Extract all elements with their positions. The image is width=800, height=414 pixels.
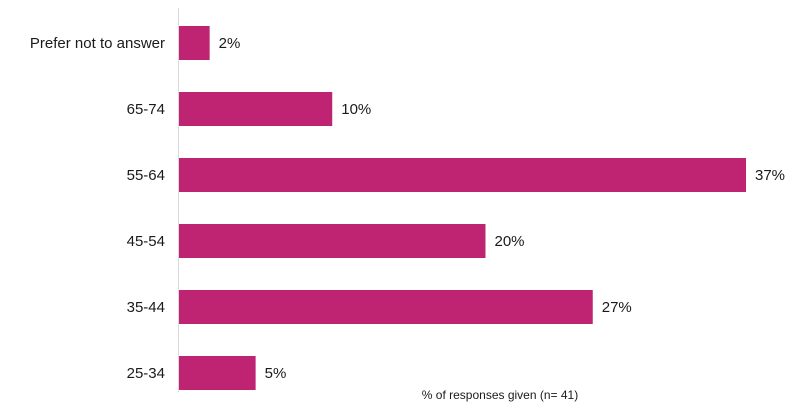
bar-0 <box>179 26 210 60</box>
value-label-3: 20% <box>494 233 524 250</box>
category-label-2: 55-64 <box>127 167 165 184</box>
bar-1 <box>179 92 333 126</box>
category-labels-group: Prefer not to answer 65-74 55-64 45-54 35-44… <box>30 35 165 382</box>
bar-5 <box>179 356 256 390</box>
value-label-0: 2% <box>219 35 241 52</box>
value-label-5: 5% <box>265 365 287 382</box>
category-label-4: 35-44 <box>127 299 165 316</box>
value-label-4: 27% <box>602 299 632 316</box>
value-label-2: 37% <box>755 167 785 184</box>
bars-group <box>179 26 746 390</box>
axis-note: % of responses given (n= 41) <box>422 388 578 402</box>
category-label-3: 45-54 <box>127 233 165 250</box>
category-label-5: 25-34 <box>127 365 165 382</box>
category-label-1: 65-74 <box>127 101 165 118</box>
value-labels-group: 2% 10% 37% 20% 27% 5% <box>219 35 785 382</box>
category-label-0: Prefer not to answer <box>30 35 165 52</box>
value-label-1: 10% <box>341 101 371 118</box>
bar-2 <box>179 158 746 192</box>
bar-4 <box>179 290 593 324</box>
bar-3 <box>179 224 486 258</box>
